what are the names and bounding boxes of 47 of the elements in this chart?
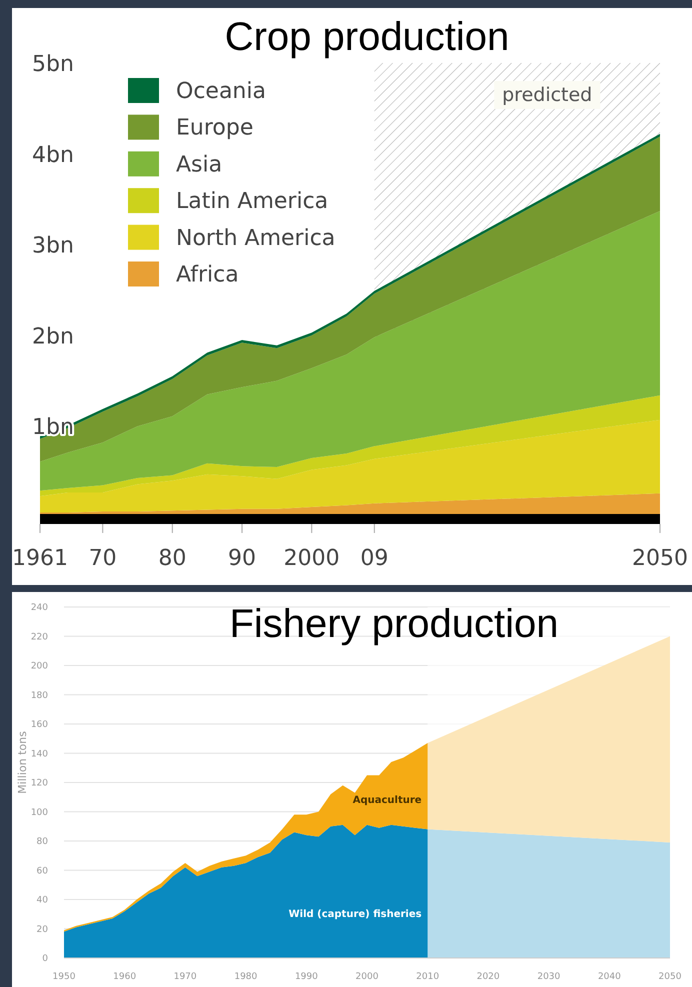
x-tick-label: 1960 [113,972,136,982]
x-tick-label: 1980 [234,972,258,982]
x-tick-label: 1990 [294,972,318,982]
band-label: predicted [502,84,592,106]
y-tick-label: 160 [30,720,48,730]
x-tick-label: 1970 [174,972,197,982]
y-tick-label: 180 [30,690,48,701]
chart-title: Crop production [224,15,510,59]
x-tick-label: 80 [158,546,186,571]
legend-label: Europe [176,116,254,141]
x-tick-label: 1961 [12,546,68,571]
y-tick-label: 20 [36,924,48,935]
y-tick-label: 220 [30,632,48,642]
x-tick-label: 1950 [52,972,76,982]
x-tick-label: 2000 [284,546,340,571]
y-tick-label: 3bn [32,234,74,259]
legend-label: North America [176,226,336,251]
y-tick-label: 2bn [32,324,74,350]
x-tick-label: 70 [88,546,117,571]
y-tick-label: 4bn [32,142,74,168]
x-tick-label: 2020 [476,972,500,982]
series-label: Aquaculture [352,795,422,806]
series-label: Wild (capture) fisheries [288,908,422,920]
x-tick-label: 2040 [598,972,622,982]
y-tick-label: 120 [30,778,48,788]
legend-label: Africa [176,262,239,288]
y-tick-label: 60 [36,866,48,876]
x-tick-label: 2000 [356,972,379,982]
x-tick-label: 2050 [658,972,682,982]
y-tick-label: 140 [30,749,48,760]
chart-title: Fishery production [229,602,559,646]
y-tick-label: 200 [30,662,48,672]
x-tick-label: 2050 [632,546,688,571]
y-axis-title: Million tons [16,730,29,794]
legend-label: Asia [176,152,222,178]
y-tick-label: 100 [30,808,48,818]
legend-label: Latin America [176,189,328,214]
y-tick-label: 80 [36,837,48,847]
y-tick-label: 240 [30,603,48,613]
x-tick-label: 2010 [416,972,440,982]
legend-label: Oceania [176,79,266,104]
y-tick-label: 5bn [32,52,74,77]
x-tick-label: 90 [228,546,256,571]
y-tick-label: 40 [36,896,48,906]
y-tick-label: 0 [42,954,48,964]
x-tick-label: 09 [360,546,388,571]
x-tick-label: 2030 [537,972,561,982]
